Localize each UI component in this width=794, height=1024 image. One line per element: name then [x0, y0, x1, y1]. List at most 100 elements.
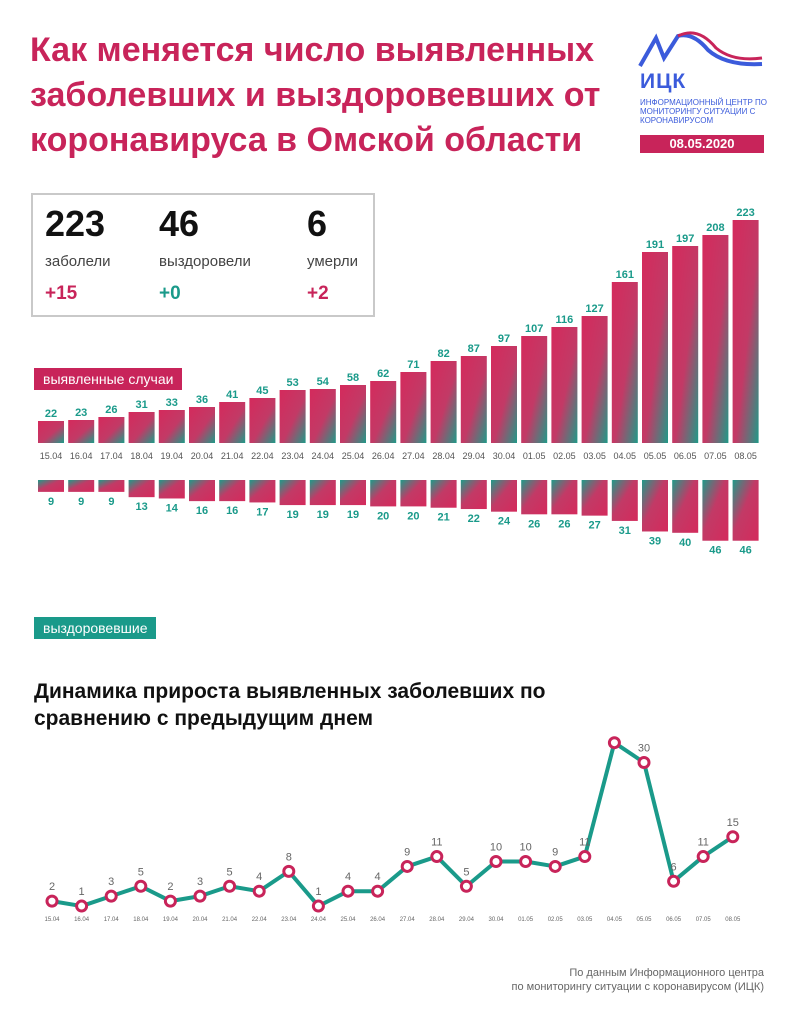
- cases-bar: [642, 252, 668, 443]
- x-tick-label: 08.05: [734, 451, 757, 461]
- growth-point: [311, 899, 325, 913]
- stat-deaths-label: умерли: [307, 253, 358, 270]
- growth-point-label: 1: [79, 886, 85, 898]
- recovered-bar-value: 24: [498, 516, 511, 528]
- x-tick-label: 27.04: [402, 451, 425, 461]
- x-tick-label: 26.04: [370, 917, 386, 923]
- recovered-bar: [732, 480, 759, 541]
- cases-bar-value: 45: [256, 385, 268, 397]
- cases-bar-value: 54: [317, 376, 330, 388]
- x-tick-label: 25.04: [342, 451, 365, 461]
- growth-point-label: 1: [315, 886, 321, 898]
- x-tick-label: 29.04: [463, 451, 486, 461]
- x-tick-label: 28.04: [429, 917, 445, 923]
- cases-bar-value: 223: [736, 207, 754, 219]
- stat-recovered-value: 46: [159, 203, 200, 244]
- x-tick-label: 19.04: [163, 917, 179, 923]
- recovered-bar-value: 26: [528, 518, 540, 530]
- x-tick-label: 25.04: [340, 917, 356, 923]
- growth-point-label: 5: [227, 866, 233, 878]
- recovered-bar-value: 26: [558, 518, 570, 530]
- growth-point-label: 5: [138, 866, 144, 878]
- cases-bar-value: 197: [676, 233, 694, 245]
- x-tick-label: 07.05: [696, 917, 712, 923]
- source-note: По данным Информационного центра по мони…: [444, 966, 764, 994]
- growth-series-line: [51, 740, 734, 909]
- recovered-bar: [158, 480, 185, 499]
- cases-bar-value: 31: [135, 399, 147, 411]
- cases-bar-value: 191: [646, 239, 664, 251]
- logo: ИЦК Информационный центр по мониторингу …: [638, 28, 767, 153]
- growth-point: [223, 879, 237, 893]
- recovered-bar-value: 16: [226, 505, 238, 517]
- cases-bar: [219, 402, 246, 443]
- growth-point: [667, 874, 681, 888]
- x-tick-label: 23.04: [281, 917, 297, 923]
- x-tick-label: 17.04: [100, 451, 123, 461]
- x-tick-label: 03.05: [583, 451, 606, 461]
- x-tick-label: 30.04: [488, 917, 504, 923]
- x-tick-label: 02.05: [548, 917, 564, 923]
- recovered-bar: [340, 480, 366, 506]
- cases-bar-value: 58: [347, 372, 359, 384]
- x-tick-label: 18.04: [133, 917, 149, 923]
- x-tick-label: 28.04: [432, 451, 455, 461]
- growth-point: [163, 894, 177, 908]
- cases-bar: [521, 336, 548, 443]
- cases-bar-value: 82: [437, 348, 449, 360]
- cases-bar-value: 53: [286, 377, 298, 389]
- growth-point: [371, 884, 385, 898]
- x-tick-label: 18.04: [130, 451, 153, 461]
- cases-bar: [672, 246, 699, 443]
- source-line-1: По данным Информационного центра: [569, 967, 764, 979]
- growth-point: [696, 850, 710, 864]
- x-tick-label: 01.05: [518, 917, 534, 923]
- cases-bar: [38, 421, 64, 443]
- x-tick-label: 19.04: [161, 451, 184, 461]
- cases-bar: [309, 389, 336, 443]
- recovered-bar: [68, 480, 95, 492]
- x-tick-label: 30.04: [493, 451, 516, 461]
- page-title: Как меняется число выявленных заболевших…: [30, 31, 601, 159]
- cases-bar-value: 97: [498, 333, 510, 345]
- cases-bar-value: 26: [105, 404, 117, 416]
- growth-point-label: 3: [197, 876, 203, 888]
- x-tick-label: 03.05: [577, 917, 593, 923]
- growth-point: [430, 850, 444, 864]
- x-tick-label: 23.04: [281, 451, 304, 461]
- growth-point-label: 11: [579, 837, 590, 849]
- recovered-bar-value: 19: [347, 509, 359, 521]
- recovered-bar: [38, 480, 64, 492]
- recovered-bar-value: 9: [48, 496, 54, 508]
- growth-point-label: 11: [431, 837, 442, 849]
- growth-point-label: 4: [256, 871, 262, 883]
- stat-recovered-delta: +0: [159, 283, 181, 304]
- recovered-series-label: выздоровевшие: [34, 617, 157, 639]
- recovered-bar-value: 46: [739, 545, 751, 557]
- x-tick-label: 07.05: [704, 451, 727, 461]
- recovered-bar-value: 27: [588, 520, 600, 532]
- growth-point: [341, 884, 355, 898]
- logo-abbreviation: ИЦК: [640, 70, 687, 93]
- cases-bar-value: 36: [196, 394, 208, 406]
- cases-bar: [430, 361, 457, 443]
- recovered-bar: [611, 480, 638, 521]
- recovered-bar: [551, 480, 578, 515]
- cases-bar-value: 127: [585, 303, 603, 315]
- x-tick-label: 06.05: [666, 917, 682, 923]
- recovered-bar: [249, 480, 276, 503]
- growth-point-label: 11: [697, 837, 708, 849]
- growth-point: [45, 894, 59, 908]
- recovered-bar-value: 14: [166, 502, 179, 514]
- logo-description: Информационный центр по мониторингу ситу…: [640, 98, 768, 125]
- recovered-bar-value: 39: [649, 535, 661, 547]
- growth-point-label: 9: [552, 846, 558, 858]
- x-tick-label: 02.05: [553, 451, 576, 461]
- recovered-bar: [521, 480, 548, 515]
- cases-bar-value: 116: [556, 314, 574, 326]
- growth-point-label: 10: [519, 842, 531, 854]
- x-tick-label: 05.05: [636, 917, 652, 923]
- cases-bar: [611, 282, 638, 443]
- growth-point-label: 9: [404, 846, 410, 858]
- recovered-bar: [370, 480, 397, 507]
